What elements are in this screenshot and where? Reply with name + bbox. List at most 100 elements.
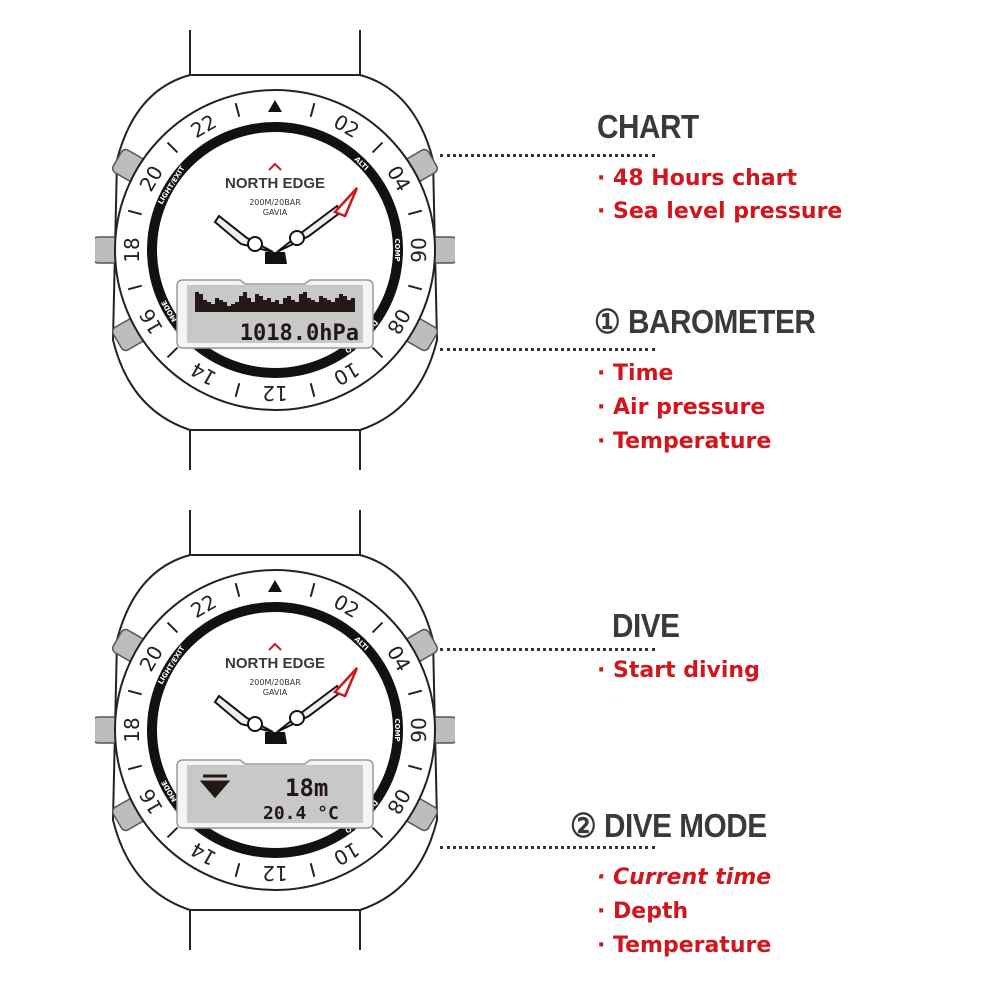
pressure-chart-bar	[195, 292, 199, 312]
bezel-tick-group	[371, 346, 384, 359]
bezel-tick-group	[234, 102, 241, 117]
pressure-chart-bar	[239, 296, 243, 312]
dotted-leader-line	[440, 846, 655, 849]
pressure-chart-bar	[275, 300, 279, 312]
bezel-tick	[127, 209, 142, 216]
bezel-tick	[408, 209, 423, 216]
brand-logo-chevron-icon	[268, 162, 282, 171]
chart-item: · 48 Hours chart	[597, 166, 797, 191]
bezel-tick	[234, 582, 241, 597]
bezel-tick-group	[309, 102, 316, 117]
pressure-chart-bar	[223, 302, 227, 312]
barometer-item: · Time	[597, 361, 674, 386]
pressure-chart-bar	[231, 304, 235, 312]
bezel-number-group: 12	[262, 381, 287, 405]
watch-barometer-illustration: 02 04 06 08 10 12 14 16 18 20 22 LIGHT/EXIT ALTI COMP…	[95, 30, 455, 470]
bezel-number-group: 06	[406, 237, 430, 262]
heading-barometer: ① BAROMETER	[594, 303, 816, 340]
pressure-chart-bar	[279, 304, 283, 312]
bezel-tick	[371, 826, 384, 839]
bezel-number: 12	[262, 381, 287, 405]
bezel-tick	[234, 383, 241, 398]
lcd-screen	[187, 285, 363, 343]
bezel-number: 06	[406, 717, 430, 742]
bezel-tick	[371, 141, 384, 154]
bezel-tick-group	[127, 764, 142, 771]
dive-mode-item: · Temperature	[597, 933, 772, 958]
bezel-tick	[309, 582, 316, 597]
bezel-number-group: 18	[120, 717, 144, 742]
bezel-tick-group	[371, 141, 384, 154]
bezel-number-group: 06	[406, 717, 430, 742]
pressure-chart-bar	[263, 300, 267, 312]
pressure-chart-bar	[227, 306, 231, 312]
dive-item: · Start diving	[597, 658, 760, 683]
barometer-item: · Air pressure	[597, 395, 766, 420]
watch-svg: 0204060810121416182022LIGHT/EXITALTICOMP…	[95, 510, 455, 950]
bezel-tick	[309, 863, 316, 878]
north-triangle-icon	[268, 580, 282, 592]
bezel-tick	[234, 863, 241, 878]
bezel-tick	[371, 346, 384, 359]
bezel-number-group: 12	[262, 861, 287, 885]
bezel-tick	[127, 764, 142, 771]
brand-logo-chevron-icon	[268, 642, 282, 651]
dive-mode-item: · Depth	[597, 899, 689, 924]
bezel-tick-group	[408, 764, 423, 771]
bezel-tick	[371, 621, 384, 634]
pressure-chart-bar	[235, 302, 239, 312]
hand-hub	[265, 732, 287, 744]
model-name: GAVIA	[263, 688, 288, 697]
bezel-tick-group	[127, 209, 142, 216]
pressure-chart-bar	[319, 296, 323, 312]
pressure-chart-bar	[207, 302, 211, 312]
bezel-tick	[408, 764, 423, 771]
pressure-chart-bar	[311, 300, 315, 312]
hand-hub	[265, 252, 287, 264]
barometer-item: · Temperature	[597, 429, 772, 454]
button-label: COMP	[393, 718, 401, 741]
pressure-chart-bar	[211, 304, 215, 312]
pressure-chart-bar	[331, 302, 335, 312]
pressure-chart-bar	[243, 292, 247, 312]
pressure-chart-bar	[351, 298, 355, 312]
brand-name: NORTH EDGE	[225, 655, 325, 672]
bezel-tick-group	[166, 141, 179, 154]
dive-mode-item: · Current time	[597, 865, 772, 890]
pressure-chart-bar	[291, 300, 295, 312]
button-label: COMP	[393, 238, 401, 261]
dotted-leader-line	[440, 648, 655, 651]
pressure-chart-bar	[287, 296, 291, 312]
bezel-tick	[166, 141, 179, 154]
bezel-tick-group	[408, 284, 423, 291]
bezel-tick	[166, 346, 179, 359]
pressure-chart-bar	[203, 300, 207, 312]
lcd-pressure-value: 1018.0hPa	[240, 321, 359, 346]
watch-dive-illustration: 02 04 06 08 10 12 14 16 18 20 22 LIGHT/EXIT ALTI COMP…	[95, 510, 455, 950]
bezel-number: 18	[120, 717, 144, 742]
button-label-group: COMP	[393, 238, 401, 261]
button-label-group: COMP	[393, 718, 401, 741]
pressure-chart-bar	[307, 298, 311, 312]
lcd-temperature-value: 20.4 °C	[263, 803, 339, 824]
pressure-chart-bar	[295, 302, 299, 312]
pressure-chart-bar	[255, 294, 259, 312]
pressure-chart-bar	[247, 298, 251, 312]
bezel-tick-group	[371, 621, 384, 634]
pressure-chart-bar	[327, 300, 331, 312]
brand-name: NORTH EDGE	[225, 175, 325, 192]
bezel-tick-group	[166, 621, 179, 634]
minute-hand-ring	[289, 710, 305, 726]
bezel-tick-group	[309, 863, 316, 878]
heading-chart: CHART	[597, 108, 699, 145]
pressure-chart-bar	[283, 298, 287, 312]
pressure-chart-bar	[343, 296, 347, 312]
bezel-tick-group	[371, 826, 384, 839]
north-triangle-icon	[268, 100, 282, 112]
pressure-chart-bar	[299, 294, 303, 312]
dive-down-arrow-icon	[199, 774, 231, 799]
hour-hand-ring	[247, 716, 263, 732]
bezel-tick-group	[309, 383, 316, 398]
chart-item: · Sea level pressure	[597, 199, 843, 224]
pressure-chart-bar	[303, 292, 307, 312]
